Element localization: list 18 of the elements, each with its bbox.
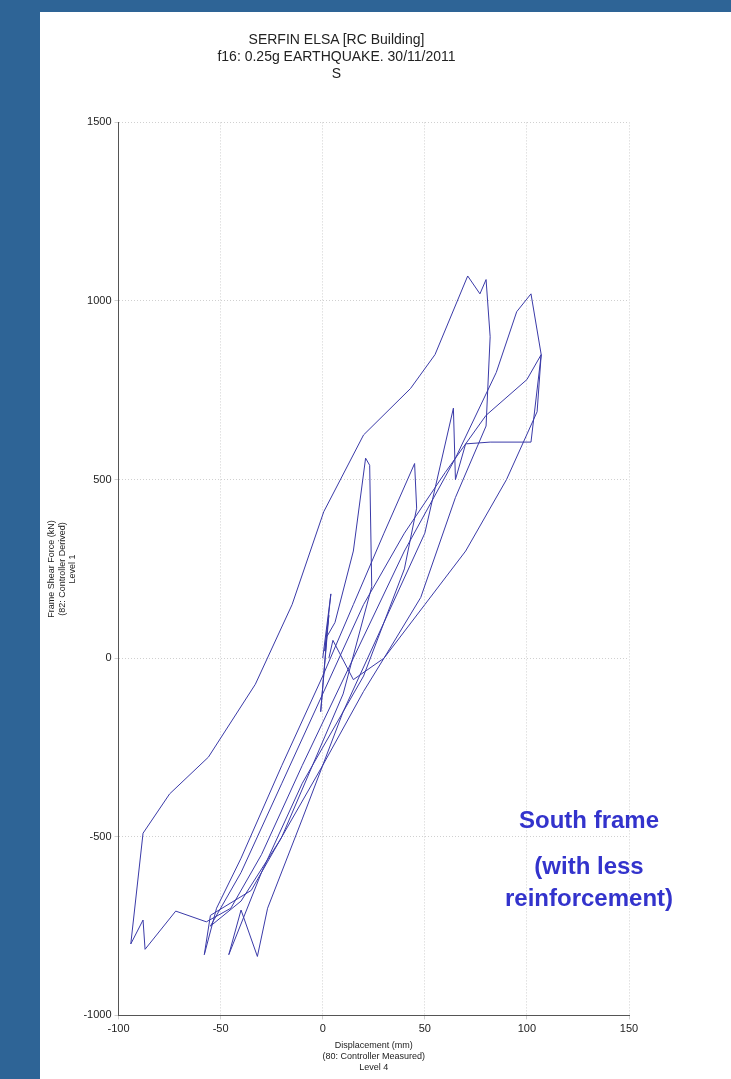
chart-title: SERFIN ELSA [RC Building] [248, 31, 425, 48]
x-tick-label: 0 [319, 1022, 326, 1035]
y-tick-label: -1000 [83, 1008, 112, 1021]
x-axis-title: Displacement (mm) (80: Controller Measured) Level 4 [322, 1040, 426, 1073]
x-tick-label: 150 [619, 1022, 639, 1035]
chart-subtitle: f16: 0.25g EARTHQUAKE. 30/11/2011 S [217, 48, 456, 81]
x-tick-label: 100 [517, 1022, 537, 1035]
y-tick-label: 0 [105, 651, 112, 664]
y-tick-label: -500 [89, 829, 112, 842]
y-tick-label: 500 [93, 472, 112, 485]
y-axis-title: Frame Shear Force (kN) (82: Controller Derived) Level 1 [45, 520, 78, 618]
annotation: South frame [518, 805, 660, 833]
y-tick-label: 1500 [87, 115, 112, 128]
annotation: (with less reinforcement) [504, 851, 674, 911]
x-tick-label: -100 [107, 1022, 130, 1035]
x-tick-label: -50 [212, 1022, 229, 1035]
y-tick-label: 1000 [87, 294, 112, 307]
x-tick-label: 50 [418, 1022, 431, 1035]
